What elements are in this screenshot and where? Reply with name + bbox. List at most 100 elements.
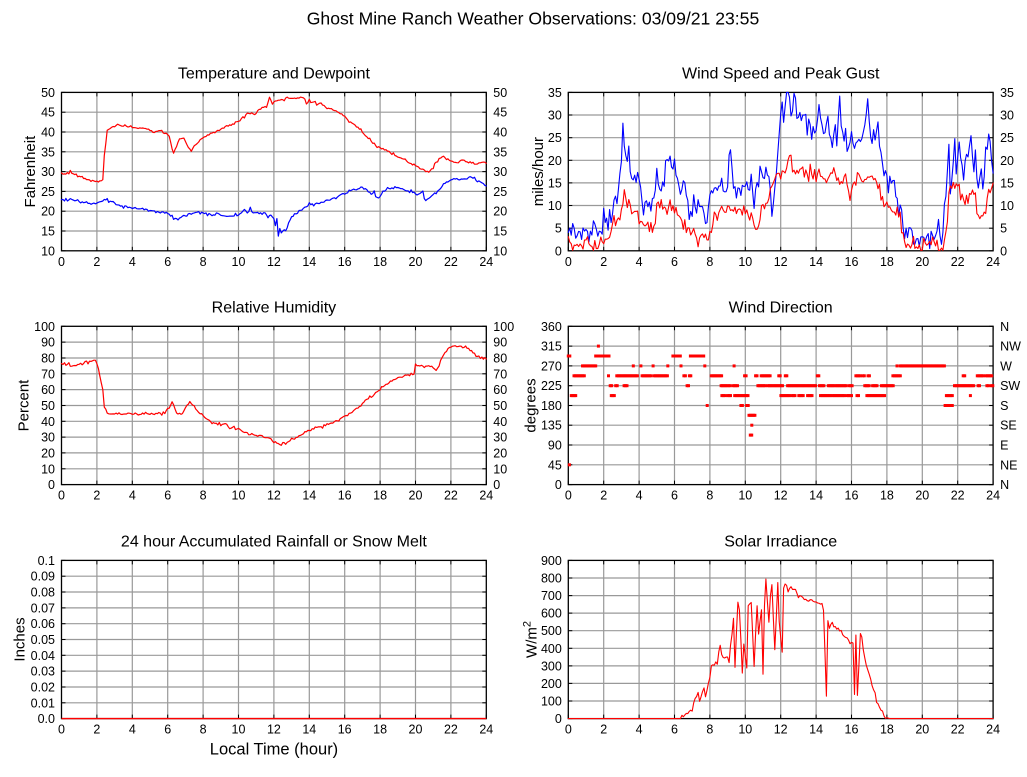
svg-text:4: 4: [636, 723, 643, 737]
svg-text:15: 15: [41, 225, 55, 239]
svg-text:22: 22: [951, 723, 965, 737]
svg-text:0.09: 0.09: [31, 570, 55, 584]
svg-text:35: 35: [41, 145, 55, 159]
svg-text:20: 20: [1000, 154, 1014, 168]
svg-text:600: 600: [541, 607, 562, 621]
svg-text:16: 16: [845, 489, 859, 503]
svg-text:2: 2: [93, 723, 100, 737]
svg-text:2: 2: [93, 255, 100, 269]
svg-text:Inches: Inches: [12, 617, 29, 661]
svg-text:2: 2: [600, 255, 607, 269]
svg-text:900: 900: [541, 554, 562, 568]
svg-text:15: 15: [548, 176, 562, 190]
svg-text:10: 10: [738, 723, 752, 737]
svg-text:30: 30: [41, 165, 55, 179]
svg-text:6: 6: [164, 723, 171, 737]
svg-text:4: 4: [129, 723, 136, 737]
svg-text:10: 10: [738, 255, 752, 269]
svg-text:6: 6: [671, 255, 678, 269]
svg-text:20: 20: [915, 723, 929, 737]
svg-text:0: 0: [565, 723, 572, 737]
svg-text:Wind Direction: Wind Direction: [729, 299, 833, 316]
svg-text:16: 16: [845, 255, 859, 269]
svg-text:5: 5: [555, 222, 562, 236]
svg-text:80: 80: [41, 352, 55, 366]
svg-text:22: 22: [444, 255, 458, 269]
svg-text:12: 12: [267, 255, 281, 269]
svg-text:0: 0: [493, 478, 500, 492]
svg-text:4: 4: [636, 255, 643, 269]
svg-text:0.01: 0.01: [31, 696, 55, 710]
svg-text:8: 8: [706, 723, 713, 737]
svg-text:50: 50: [493, 399, 507, 413]
svg-text:20: 20: [41, 446, 55, 460]
svg-text:30: 30: [548, 109, 562, 123]
svg-text:24: 24: [479, 723, 493, 737]
svg-text:12: 12: [774, 489, 788, 503]
svg-text:35: 35: [493, 145, 507, 159]
svg-text:NW: NW: [1000, 340, 1021, 354]
svg-text:Local Time (hour): Local Time (hour): [210, 741, 338, 759]
svg-text:14: 14: [302, 255, 316, 269]
svg-text:W: W: [1000, 359, 1012, 373]
svg-text:0: 0: [1000, 244, 1007, 258]
svg-text:20: 20: [915, 255, 929, 269]
svg-text:200: 200: [541, 677, 562, 691]
svg-text:45: 45: [41, 106, 55, 120]
svg-text:Fahrenheit: Fahrenheit: [22, 135, 39, 208]
svg-text:35: 35: [1000, 86, 1014, 100]
svg-text:4: 4: [129, 489, 136, 503]
svg-text:60: 60: [41, 383, 55, 397]
svg-text:14: 14: [809, 723, 823, 737]
svg-text:16: 16: [338, 723, 352, 737]
svg-text:40: 40: [493, 126, 507, 140]
svg-text:4: 4: [129, 255, 136, 269]
svg-text:4: 4: [636, 489, 643, 503]
svg-text:315: 315: [541, 340, 562, 354]
svg-text:270: 270: [541, 359, 562, 373]
svg-text:10: 10: [493, 244, 507, 258]
svg-text:90: 90: [493, 336, 507, 350]
svg-text:0: 0: [555, 244, 562, 258]
svg-text:18: 18: [880, 489, 894, 503]
svg-text:16: 16: [845, 723, 859, 737]
svg-text:30: 30: [493, 165, 507, 179]
svg-text:70: 70: [493, 367, 507, 381]
svg-text:NE: NE: [1000, 458, 1017, 472]
svg-text:0.02: 0.02: [31, 681, 55, 695]
svg-text:10: 10: [41, 462, 55, 476]
svg-text:60: 60: [493, 383, 507, 397]
svg-text:20: 20: [409, 255, 423, 269]
svg-text:0.03: 0.03: [31, 665, 55, 679]
svg-text:35: 35: [548, 86, 562, 100]
svg-text:10: 10: [548, 199, 562, 213]
svg-text:E: E: [1000, 439, 1008, 453]
svg-text:20: 20: [409, 489, 423, 503]
svg-text:360: 360: [541, 320, 562, 334]
svg-text:0.06: 0.06: [31, 617, 55, 631]
svg-text:30: 30: [493, 431, 507, 445]
svg-text:40: 40: [41, 126, 55, 140]
svg-text:0: 0: [58, 255, 65, 269]
svg-text:N: N: [1000, 478, 1009, 492]
svg-text:20: 20: [493, 446, 507, 460]
svg-text:100: 100: [34, 320, 55, 334]
svg-text:Ghost Mine Ranch Weather Obser: Ghost Mine Ranch Weather Observations: 0…: [307, 9, 760, 29]
svg-text:0: 0: [555, 712, 562, 726]
svg-text:6: 6: [671, 489, 678, 503]
svg-text:0.04: 0.04: [31, 649, 55, 663]
svg-text:24 hour Accumulated Rainfall o: 24 hour Accumulated Rainfall or Snow Mel…: [121, 533, 427, 550]
svg-text:0: 0: [58, 489, 65, 503]
svg-text:18: 18: [880, 723, 894, 737]
svg-text:50: 50: [41, 86, 55, 100]
svg-text:10: 10: [232, 723, 246, 737]
svg-text:300: 300: [541, 659, 562, 673]
svg-text:15: 15: [493, 225, 507, 239]
svg-text:0: 0: [555, 478, 562, 492]
svg-text:5: 5: [1000, 222, 1007, 236]
svg-text:40: 40: [493, 415, 507, 429]
svg-text:10: 10: [41, 244, 55, 258]
svg-text:18: 18: [373, 723, 387, 737]
svg-text:45: 45: [493, 106, 507, 120]
svg-text:6: 6: [164, 255, 171, 269]
